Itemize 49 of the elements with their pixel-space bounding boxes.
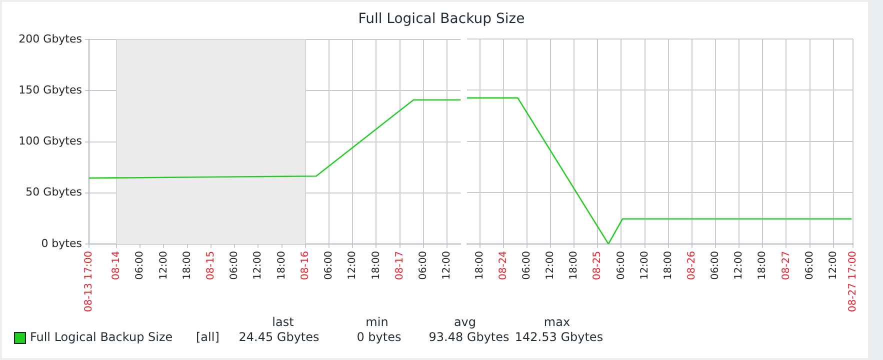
x-tick-label: 08-16 <box>300 250 311 280</box>
x-tick-label: 06:00 <box>418 250 429 280</box>
x-tick-label: 18:00 <box>662 250 674 280</box>
x-tick-label: 18:00 <box>568 250 580 280</box>
x-tick-label: 18:00 <box>757 250 768 280</box>
x-tick-label: 12:00 <box>828 250 839 280</box>
x-tick-label: 12:00 <box>545 250 556 280</box>
y-tick-label: 150 Gbytes <box>18 84 82 97</box>
y-tick-label: 100 Gbytes <box>18 134 82 148</box>
text: min <box>364 315 390 329</box>
text: 93.48 Gbytes <box>428 330 510 344</box>
x-tick-label: 06:00 <box>710 250 722 280</box>
x-tick-label: 08-26 <box>686 250 698 280</box>
text: [all] <box>196 330 220 344</box>
text: 0 bytes <box>356 330 402 344</box>
text: 142.53 Gbytes <box>514 330 604 344</box>
x-tick-label: 08-17 <box>394 250 406 280</box>
x-tick-label: 08-15 <box>206 250 217 280</box>
y-tick-label: 50 Gbytes <box>26 186 82 199</box>
x-tick-label: 12:00 <box>252 250 264 280</box>
x-tick-label: 06:00 <box>804 250 816 280</box>
x-tick-label: 18:00 <box>370 250 382 280</box>
x-tick-label: 18:00 <box>182 250 193 280</box>
x-tick-label: 12:00 <box>442 250 453 280</box>
x-tick-label: 12:00 <box>158 250 170 280</box>
x-tick-label: 06:00 <box>229 250 240 280</box>
x-tick-label: 18:00 <box>474 250 486 280</box>
x-tick-label: 08-24 <box>498 250 509 280</box>
x-tick-label: 06:00 <box>522 250 533 280</box>
text: avg <box>452 315 478 329</box>
x-tick-label: 12:00 <box>734 250 745 280</box>
x-tick-label: 18:00 <box>276 250 288 280</box>
x-tick-label: 08-27 <box>780 250 792 280</box>
x-tick-label: 08-25 <box>592 250 604 280</box>
chart-title: Full Logical Backup Size <box>357 11 526 27</box>
x-tick-label: 06:00 <box>134 250 146 280</box>
x-tick-label: 06:00 <box>616 250 627 280</box>
x-tick-label: 08-13 17:00 <box>84 250 95 312</box>
y-tick-label: 200 Gbytes <box>18 32 82 46</box>
x-tick-label: 12:00 <box>347 250 358 280</box>
x-tick-label: 12:00 <box>639 250 650 280</box>
legend-label: Full Logical Backup Size <box>30 330 173 344</box>
x-tick-label: 08-14 <box>111 250 122 280</box>
text: last <box>271 315 295 329</box>
y-tick-label: 0 bytes <box>41 236 82 250</box>
x-tick-label: 08-27 17:00 <box>848 250 859 312</box>
text: max <box>542 315 572 329</box>
x-tick-label: 06:00 <box>324 250 335 280</box>
text: 24.45 Gbytes <box>238 330 320 344</box>
